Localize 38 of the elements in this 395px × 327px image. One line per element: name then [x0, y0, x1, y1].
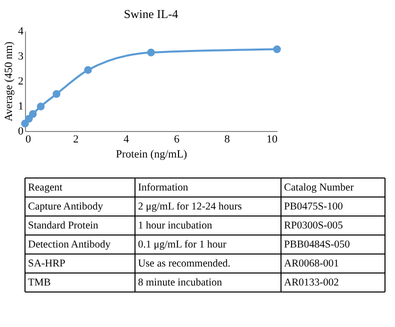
- text: 8 minute incubation: [138, 278, 223, 288]
- text: Use as recommended.: [138, 258, 230, 270]
- y-tick-label: 0: [18, 126, 24, 138]
- point: [147, 48, 155, 56]
- y-tick-label: 3: [18, 50, 24, 62]
- text: TMB: [28, 278, 51, 288]
- point: [84, 66, 92, 74]
- text: Standard Protein: [28, 220, 100, 232]
- text: Reagent: [28, 182, 62, 194]
- text: 1 hour incubation: [138, 220, 213, 232]
- text: AR0133-002: [284, 278, 339, 288]
- x-axis-title: Protein (ng/mL): [116, 148, 188, 160]
- point: [273, 45, 281, 54]
- chart-title: Swine IL-4: [124, 7, 178, 21]
- text: Detection Antibody: [28, 240, 112, 250]
- x-tick-label: 8: [224, 134, 230, 146]
- point: [52, 90, 60, 98]
- x-tick-label: 0: [26, 134, 32, 146]
- text: 2 μg/mL for 12-24 hours: [138, 202, 242, 212]
- text: 0.1 μg/mL for 1 hour: [138, 240, 227, 250]
- y-tick-label: 4: [18, 26, 24, 38]
- text: RP0300S-005: [284, 220, 343, 232]
- text: Catalog Number: [284, 182, 354, 194]
- text: PB0475S-100: [284, 202, 343, 212]
- y-tick-label: 1: [18, 100, 24, 112]
- point: [36, 102, 45, 110]
- x-tick-label: 10: [266, 134, 278, 146]
- text: Capture Antibody: [28, 202, 104, 212]
- point: [29, 110, 37, 118]
- x-tick-label: 2: [73, 134, 79, 146]
- x-tick-label: 4: [124, 134, 130, 146]
- y-axis-title: Average (450 nm): [3, 41, 15, 122]
- text: PBB0484S-050: [284, 240, 350, 250]
- text: SA-HRP: [28, 258, 66, 270]
- text: AR0068-001: [284, 258, 339, 270]
- text: Information: [138, 182, 189, 194]
- x-tick-label: 6: [174, 134, 180, 146]
- y-tick-label: 2: [18, 76, 24, 88]
